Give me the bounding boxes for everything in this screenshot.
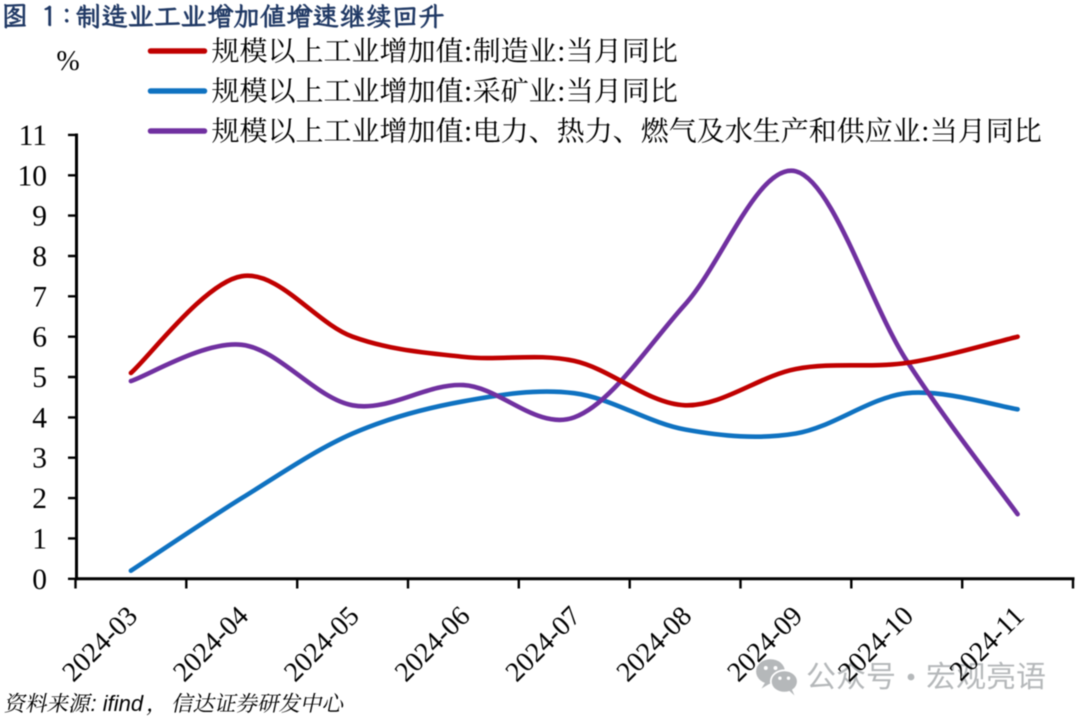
svg-text:%: %	[56, 46, 79, 77]
svg-text:4: 4	[32, 402, 47, 434]
svg-text:1: 1	[32, 523, 47, 555]
svg-text:11: 11	[19, 120, 47, 152]
svg-text:3: 3	[32, 443, 47, 475]
svg-text:0: 0	[32, 564, 47, 596]
svg-text:10: 10	[18, 160, 48, 192]
svg-text:: ifind: : ifind	[91, 691, 144, 716]
svg-text:9: 9	[32, 201, 47, 233]
svg-text:8: 8	[32, 241, 47, 273]
svg-text:6: 6	[32, 322, 47, 354]
svg-text:5: 5	[32, 362, 47, 394]
svg-text:7: 7	[32, 281, 47, 313]
svg-text:2: 2	[32, 483, 47, 515]
